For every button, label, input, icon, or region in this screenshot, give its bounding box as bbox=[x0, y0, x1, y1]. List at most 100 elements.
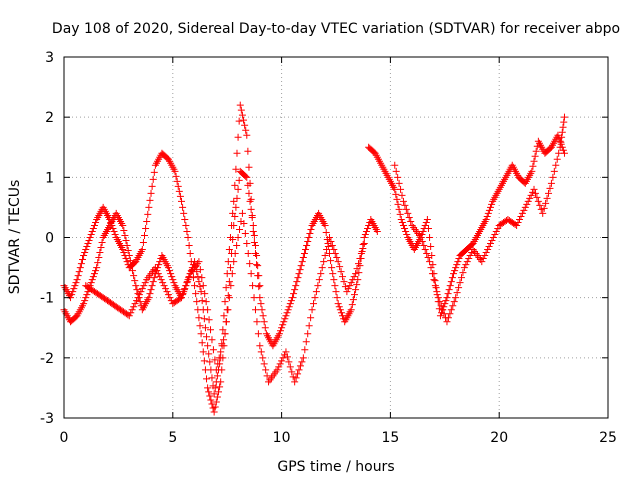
data-point bbox=[355, 269, 363, 277]
data-point bbox=[251, 250, 259, 258]
data-point bbox=[453, 261, 461, 269]
data-point bbox=[423, 250, 431, 258]
data-point bbox=[443, 318, 451, 326]
data-point bbox=[513, 221, 521, 229]
data-point bbox=[93, 264, 101, 272]
data-point bbox=[248, 211, 256, 219]
data-point bbox=[186, 250, 194, 258]
data-point bbox=[543, 194, 551, 202]
data-point bbox=[129, 267, 137, 275]
data-point bbox=[166, 267, 174, 275]
data-point bbox=[531, 152, 539, 160]
data-point bbox=[451, 267, 459, 275]
data-point bbox=[235, 176, 243, 184]
data-point bbox=[201, 324, 209, 332]
data-point bbox=[200, 315, 208, 323]
data-point bbox=[148, 182, 156, 190]
data-point bbox=[120, 226, 128, 234]
data-point bbox=[259, 312, 267, 320]
data-point bbox=[353, 265, 361, 273]
data-point bbox=[225, 246, 233, 254]
data-point bbox=[94, 259, 102, 267]
data-point bbox=[174, 182, 182, 190]
data-point bbox=[426, 234, 434, 241]
data-point bbox=[237, 106, 245, 114]
data-point bbox=[446, 310, 454, 318]
data-point bbox=[282, 312, 290, 320]
data-point bbox=[279, 354, 287, 362]
data-point bbox=[193, 298, 201, 306]
data-point bbox=[277, 327, 285, 335]
data-point bbox=[281, 315, 289, 323]
data-point bbox=[261, 324, 269, 332]
data-point bbox=[205, 350, 213, 358]
data-point bbox=[240, 219, 248, 227]
data-point bbox=[344, 285, 352, 293]
data-point bbox=[441, 300, 449, 308]
data-point bbox=[86, 234, 94, 241]
series-track-5 bbox=[391, 113, 568, 326]
data-point bbox=[430, 276, 438, 284]
data-point bbox=[243, 173, 251, 181]
data-point bbox=[284, 306, 292, 314]
data-point bbox=[536, 201, 544, 209]
data-point bbox=[462, 261, 470, 269]
data-point bbox=[364, 224, 372, 232]
data-point bbox=[436, 312, 444, 320]
data-point bbox=[253, 318, 261, 326]
data-point bbox=[162, 285, 170, 293]
data-point bbox=[73, 276, 81, 284]
data-point bbox=[402, 205, 410, 213]
data-point bbox=[132, 282, 140, 290]
data-point bbox=[234, 234, 242, 241]
data-point bbox=[149, 278, 157, 286]
data-point bbox=[302, 338, 310, 346]
data-point bbox=[542, 199, 550, 207]
data-point bbox=[556, 143, 564, 151]
data-point bbox=[527, 191, 535, 199]
data-point bbox=[305, 234, 313, 241]
data-point bbox=[90, 270, 98, 278]
data-point bbox=[207, 326, 215, 334]
data-point bbox=[181, 215, 189, 223]
x-tick-label: 5 bbox=[168, 430, 177, 446]
data-point bbox=[182, 221, 190, 229]
data-point bbox=[517, 212, 525, 220]
data-point bbox=[178, 197, 186, 205]
data-point bbox=[405, 213, 413, 221]
data-point bbox=[312, 288, 320, 296]
data-point bbox=[120, 249, 128, 257]
data-point bbox=[282, 348, 290, 356]
data-point bbox=[478, 258, 486, 266]
data-point bbox=[488, 237, 496, 245]
data-point bbox=[246, 179, 254, 187]
data-point bbox=[147, 286, 155, 294]
data-point bbox=[529, 188, 537, 196]
data-point bbox=[424, 254, 432, 262]
data-point bbox=[200, 357, 208, 365]
x-tick-label: 0 bbox=[60, 430, 69, 446]
data-point bbox=[325, 234, 333, 241]
data-point bbox=[242, 172, 250, 180]
data-point bbox=[401, 224, 409, 232]
data-point bbox=[259, 354, 267, 362]
data-point bbox=[250, 294, 258, 302]
data-point bbox=[146, 196, 154, 204]
data-point bbox=[157, 276, 165, 284]
data-point bbox=[339, 273, 347, 281]
data-point bbox=[88, 227, 96, 235]
data-point bbox=[199, 348, 207, 356]
data-point bbox=[233, 242, 241, 250]
data-point bbox=[171, 167, 179, 175]
data-point bbox=[139, 239, 147, 247]
data-point bbox=[236, 101, 244, 109]
data-point bbox=[197, 330, 205, 338]
data-point bbox=[84, 240, 92, 248]
data-point bbox=[156, 273, 164, 281]
data-point bbox=[361, 230, 369, 238]
data-point bbox=[210, 408, 218, 416]
data-point bbox=[485, 243, 493, 251]
data-point bbox=[234, 185, 242, 193]
data-point bbox=[550, 167, 558, 175]
data-point bbox=[215, 354, 223, 362]
